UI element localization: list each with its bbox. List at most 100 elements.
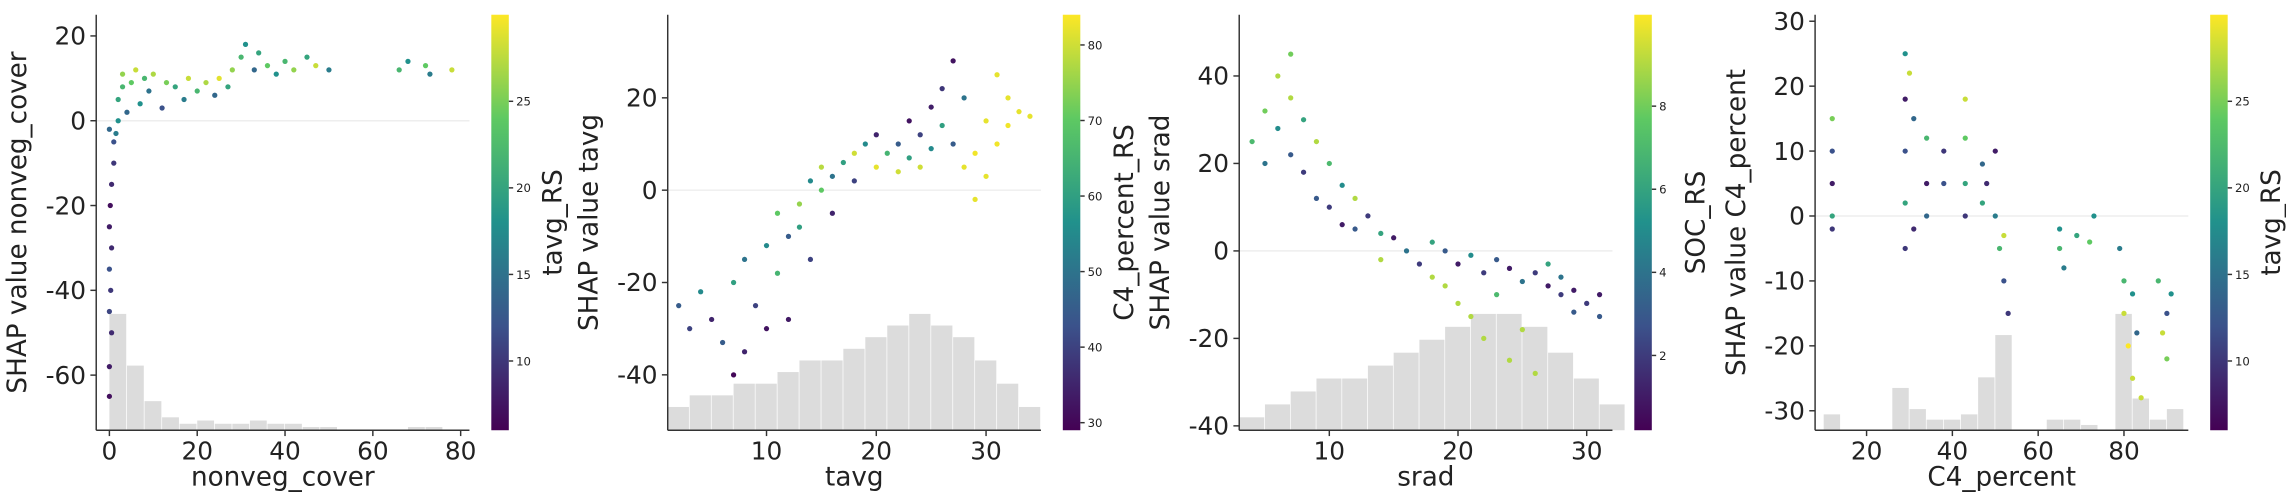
point: [1911, 115, 1917, 122]
y-tick-label: 10: [1773, 137, 1805, 166]
point: [1829, 115, 1835, 122]
point: [917, 164, 923, 170]
point: [2121, 278, 2127, 284]
point: [1519, 327, 1525, 333]
point: [128, 79, 134, 86]
point: [1481, 335, 1487, 342]
point: [273, 71, 279, 77]
histogram-bar: [197, 420, 215, 431]
histogram-bar: [1522, 326, 1548, 431]
y-tick-label: 0: [1213, 237, 1229, 266]
y-tick-label: -20: [1764, 332, 1804, 361]
x-tick-label: 30: [970, 436, 1002, 465]
x-tick-label: 20: [1442, 436, 1474, 465]
point: [1532, 370, 1538, 377]
point: [212, 92, 218, 98]
histogram-bar: [1470, 313, 1496, 431]
histogram-bar: [755, 383, 777, 431]
colorbar-tick-label: 6: [1659, 183, 1666, 197]
histogram-bar: [1995, 335, 2012, 431]
histogram-bar: [267, 423, 285, 431]
point: [264, 62, 271, 69]
point: [1429, 239, 1435, 245]
point: [1532, 270, 1538, 276]
point: [818, 164, 825, 170]
y-tick-label: -40: [46, 276, 86, 305]
point: [807, 256, 814, 263]
point: [282, 58, 288, 64]
colorbar-tick-label: 70: [1088, 114, 1103, 128]
point: [1455, 261, 1461, 267]
histogram-bar: [214, 423, 232, 431]
x-axis-label: nonveg_cover: [191, 463, 375, 493]
point: [185, 75, 192, 81]
point: [2001, 232, 2007, 239]
colorbar-tick-label: 2: [1659, 349, 1666, 363]
point: [895, 169, 901, 175]
histogram-bar: [799, 360, 821, 431]
x-tick-label: 60: [357, 436, 389, 465]
point: [818, 187, 825, 193]
point: [1571, 287, 1577, 293]
point: [2164, 356, 2170, 362]
histogram-bar: [953, 337, 975, 431]
point: [449, 67, 455, 73]
point: [774, 210, 781, 216]
x-tick-label: 20: [181, 436, 213, 465]
histogram-bar: [1599, 404, 1625, 431]
point: [1902, 148, 1908, 154]
point: [709, 316, 715, 323]
x-tick-label: 80: [445, 436, 477, 465]
x-tick-label: 60: [2022, 436, 2054, 465]
histogram-bar: [144, 401, 162, 431]
histogram-bar: [689, 395, 711, 431]
histogram-bar: [1393, 352, 1419, 431]
point: [698, 289, 704, 295]
point: [1288, 95, 1294, 101]
y-tick-label: 40: [1198, 62, 1230, 91]
histogram-bar: [407, 427, 425, 431]
histogram-bar: [1290, 391, 1316, 431]
colorbar-tick-label: 20: [516, 181, 531, 195]
y-tick-label: -40: [1189, 412, 1229, 441]
histogram-bar: [865, 337, 887, 431]
point: [396, 67, 402, 73]
y-tick-label: -20: [46, 191, 86, 220]
x-tick-label: 0: [102, 436, 118, 465]
point: [2091, 213, 2097, 219]
colorbar: [1062, 14, 1081, 431]
colorbar-label: tavg_RS: [538, 169, 568, 276]
x-tick-label: 40: [1937, 436, 1969, 465]
point: [1313, 138, 1320, 145]
point: [719, 339, 726, 346]
point: [124, 109, 130, 115]
point: [1027, 113, 1033, 119]
point: [1829, 148, 1835, 154]
y-axis-label: SHAP value srad: [1146, 115, 1176, 331]
point: [242, 41, 249, 48]
histogram-bar: [2063, 419, 2081, 431]
y-tick-label: 20: [626, 84, 658, 113]
histogram-bar: [1823, 414, 1841, 431]
point: [884, 150, 890, 156]
x-tick-label: 20: [1851, 436, 1883, 465]
point: [1352, 195, 1358, 202]
point: [1442, 248, 1448, 254]
point: [1984, 180, 1990, 187]
colorbar-tick-label: 20: [2235, 181, 2250, 195]
point: [313, 62, 319, 69]
histogram-bar: [1978, 377, 1995, 431]
point: [1558, 292, 1564, 298]
histogram-bar: [126, 365, 144, 431]
histogram-bar: [1419, 339, 1445, 431]
point: [1300, 117, 1307, 123]
histogram-bar: [975, 360, 997, 431]
point: [1249, 138, 1255, 145]
point: [1911, 226, 1917, 232]
histogram-bar: [2046, 419, 2064, 431]
histogram-bar: [1573, 378, 1599, 431]
point: [1378, 257, 1384, 263]
y-tick-label: 0: [70, 106, 86, 135]
x-tick-label: 40: [269, 436, 301, 465]
